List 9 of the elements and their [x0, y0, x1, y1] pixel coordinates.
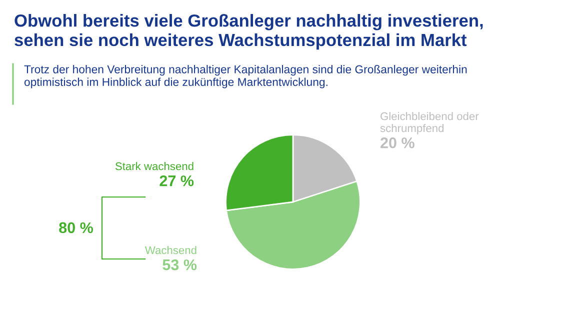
data-label: 20 %: [380, 137, 414, 148]
slice-label: Stark wachsend: [115, 162, 194, 170]
slice-label: Wachsend: [144, 246, 196, 254]
data-label: 53 %: [162, 259, 197, 270]
text: 80 %: [59, 222, 94, 234]
slice-label: Gleichbleibend oder schrumpfend: [380, 112, 479, 134]
chart-title: Obwohl bereits viele Großanleger nachhaltig investieren, sehen sie noch weiteres Wachstumspotenzial im Markt: [14, 14, 483, 50]
data-label: 27 %: [160, 175, 194, 186]
chart-subtitle: Trotz der hohen Verbreitung nachhaltiger Kapitalanlagen sind die Großanleger weiterhin optimistisch im Hinblick auf die zukünftige Marktentwicklung.: [24, 65, 467, 88]
